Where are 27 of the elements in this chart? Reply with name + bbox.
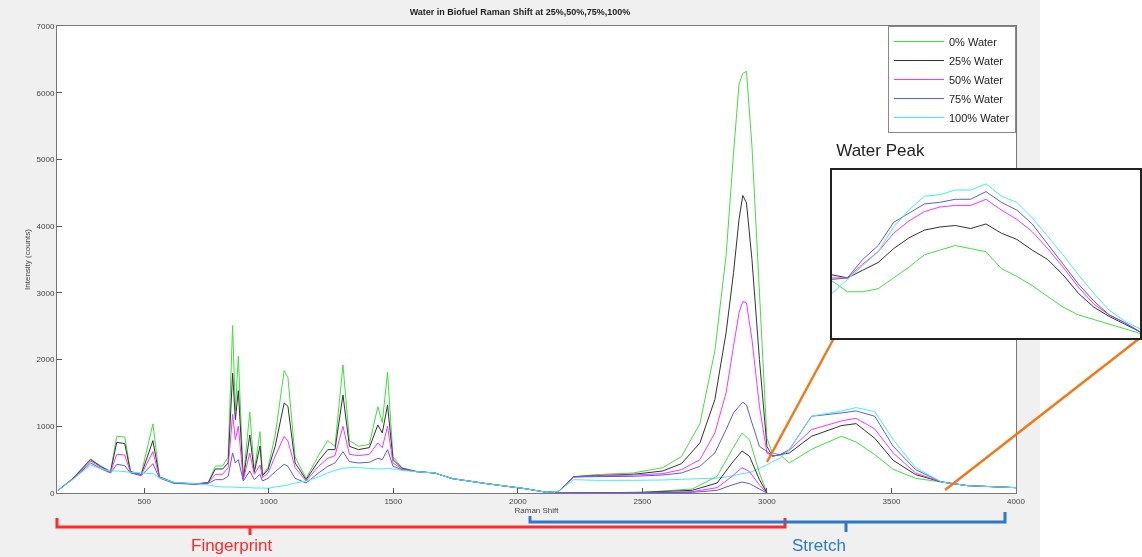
y-axis-title: Intensity (counts)	[23, 228, 33, 290]
y-tick-label: 6000	[36, 88, 55, 98]
x-tick-label: 4000	[1007, 496, 1026, 506]
text: Fingerprint	[191, 536, 273, 555]
x-tick-label: 1500	[384, 496, 403, 506]
x-tick-label: 2500	[633, 496, 652, 506]
legend-label: 100% Water	[949, 111, 1010, 124]
legend-label: 50% Water	[949, 73, 1004, 86]
x-tick-label: 3000	[758, 496, 777, 506]
x-tick-label: 1000	[259, 496, 279, 506]
y-tick-label: 2000	[36, 355, 55, 365]
chart-title: Water Peak	[836, 140, 925, 160]
x-tick-label: 2000	[508, 496, 528, 506]
y-tick-label: 1000	[36, 422, 55, 432]
x-tick-label: 500	[137, 496, 152, 506]
y-tick-label: 5000	[36, 155, 55, 165]
y-tick-label: 0	[49, 488, 55, 498]
legend-label: 25% Water	[949, 54, 1004, 67]
x-tick-label: 3500	[882, 496, 901, 506]
legend-label: 0% Water	[949, 35, 998, 48]
legend-label: 75% Water	[949, 92, 1004, 105]
y-tick-label: 3000	[36, 288, 55, 298]
x-axis-title: Raman Shift	[514, 505, 560, 515]
text: Stretch	[792, 536, 846, 555]
y-tick-label: 4000	[36, 221, 55, 231]
y-tick-label: 7000	[36, 21, 55, 31]
chart-title: Water in Biofuel Raman Shift at 25%,50%,75%,100%	[409, 6, 631, 17]
